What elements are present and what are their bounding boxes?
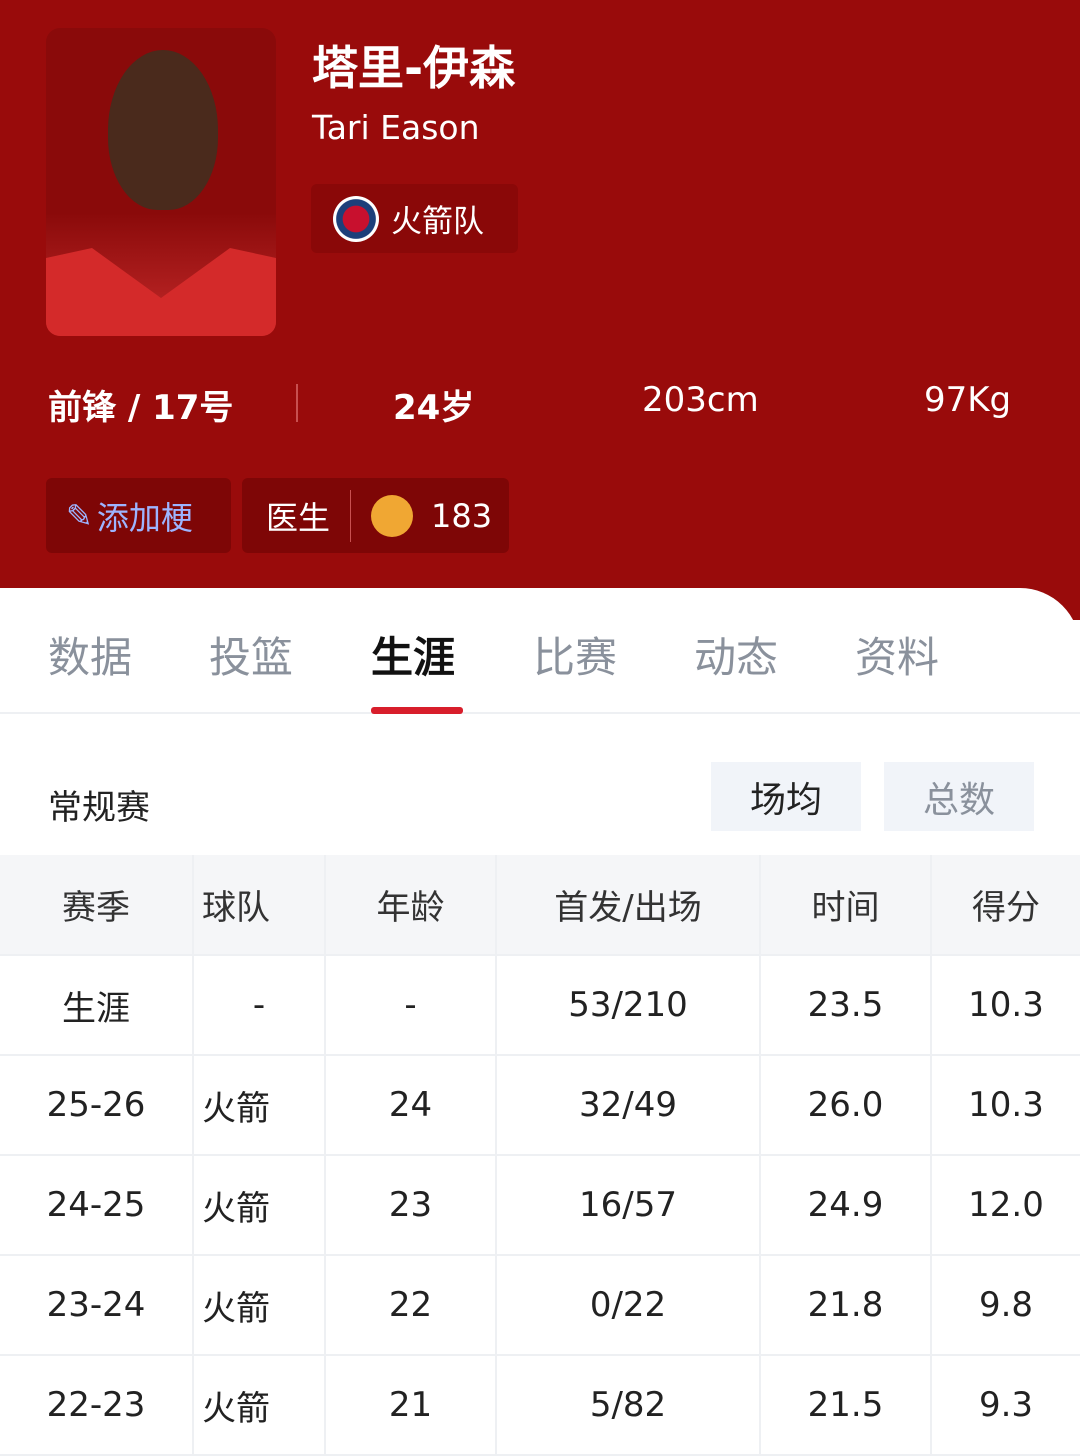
add-meme-button[interactable]: ✎ 添加梗	[46, 478, 231, 553]
active-tab-indicator	[371, 707, 463, 714]
player-photo	[46, 28, 276, 336]
player-header: 塔里-伊森 Tari Eason 火箭队 前锋 / 17号 24岁 203cm …	[0, 0, 1080, 620]
table-cell: 23.5	[760, 955, 932, 1056]
table-row[interactable]: 生涯 - -53/210 23.5 10.3	[0, 955, 1080, 1056]
divider	[296, 384, 298, 422]
table-header: 赛季 球队 年龄 首发/出场 时间 得分	[0, 855, 1080, 956]
col-season: 赛季	[0, 855, 194, 956]
table-row[interactable]: 25-26 火箭 24 32/49 26.0 10.3	[0, 1055, 1080, 1156]
toggle-average[interactable]: 场均	[711, 762, 861, 831]
table-cell: 火箭	[193, 1155, 326, 1256]
like-count: 183	[431, 496, 493, 535]
table-cell: 24	[325, 1055, 497, 1156]
toggle-total[interactable]: 总数	[884, 762, 1034, 831]
divider	[350, 489, 352, 542]
tab-games[interactable]: 比赛	[533, 633, 618, 682]
table-row[interactable]: 22-23 火箭 21 5/82 21.5 9.3	[0, 1355, 1080, 1456]
table-cell: 24-25	[0, 1155, 194, 1256]
table-cell: 10.3	[931, 1055, 1080, 1156]
pencil-icon: ✎	[66, 496, 93, 535]
table-cell: 53/210	[496, 955, 761, 1056]
table-cell: 21.5	[760, 1355, 932, 1456]
col-age: 年龄	[325, 855, 497, 956]
nickname-button[interactable]: 医生 183	[242, 478, 509, 553]
col-minutes: 时间	[760, 855, 932, 956]
table-cell: 24.9	[760, 1155, 932, 1256]
table-cell: 21.8	[760, 1255, 932, 1356]
table-cell: 5/82	[496, 1355, 761, 1456]
rockets-logo-icon	[333, 195, 379, 242]
career-stats-table: 赛季 球队 年龄 首发/出场 时间 得分 生涯 - -53/210 23.5 10.3 2…	[0, 855, 1080, 1456]
table-cell: 火箭	[193, 1055, 326, 1156]
table-cell: 22-23	[0, 1355, 194, 1456]
table-cell: 12.0	[931, 1155, 1080, 1256]
team-button[interactable]: 火箭队	[311, 184, 518, 253]
add-meme-label: 添加梗	[96, 498, 193, 537]
tab-data[interactable]: 数据	[48, 633, 133, 682]
table-cell: 21	[325, 1355, 497, 1456]
tab-news[interactable]: 动态	[694, 633, 779, 682]
tab-profile[interactable]: 资料	[855, 633, 940, 682]
table-cell: 火箭	[193, 1355, 326, 1456]
table-cell: 火箭	[193, 1255, 326, 1356]
table-cell: -	[193, 955, 326, 1056]
table-cell: -	[325, 955, 497, 1056]
table-cell: 10.3	[931, 955, 1080, 1056]
table-cell: 0/22	[496, 1255, 761, 1356]
section-title: 常规赛	[48, 788, 150, 828]
position: 前锋 / 17号	[48, 388, 234, 428]
table-cell: 26.0	[760, 1055, 932, 1156]
weight: 97Kg	[924, 380, 1012, 420]
team-name: 火箭队	[391, 204, 484, 240]
table-row[interactable]: 23-24 火箭 22 0/22 21.8 9.8	[0, 1255, 1080, 1356]
doge-icon	[371, 494, 414, 537]
table-cell: 23-24	[0, 1255, 194, 1356]
player-name-cn: 塔里-伊森	[312, 41, 516, 95]
table-cell: 23	[325, 1155, 497, 1256]
table-cell: 生涯	[0, 955, 194, 1056]
table-row[interactable]: 24-25 火箭 23 16/57 24.9 12.0	[0, 1155, 1080, 1256]
table-cell: 9.3	[931, 1355, 1080, 1456]
table-cell: 22	[325, 1255, 497, 1356]
height: 203cm	[642, 380, 759, 420]
nickname-label: 医生	[266, 498, 331, 537]
tab-career[interactable]: 生涯	[371, 633, 456, 682]
player-name-en: Tari Eason	[312, 108, 480, 147]
col-team: 球队	[193, 855, 326, 956]
table-cell: 25-26	[0, 1055, 194, 1156]
age: 24岁	[393, 388, 475, 428]
col-starts-games: 首发/出场	[496, 855, 761, 956]
table-cell: 9.8	[931, 1255, 1080, 1356]
table-cell: 32/49	[496, 1055, 761, 1156]
col-points: 得分	[931, 855, 1080, 956]
tab-bar: 数据 投篮 生涯 比赛 动态 资料	[0, 620, 1080, 714]
table-cell: 16/57	[496, 1155, 761, 1256]
tab-shooting[interactable]: 投篮	[209, 633, 294, 682]
